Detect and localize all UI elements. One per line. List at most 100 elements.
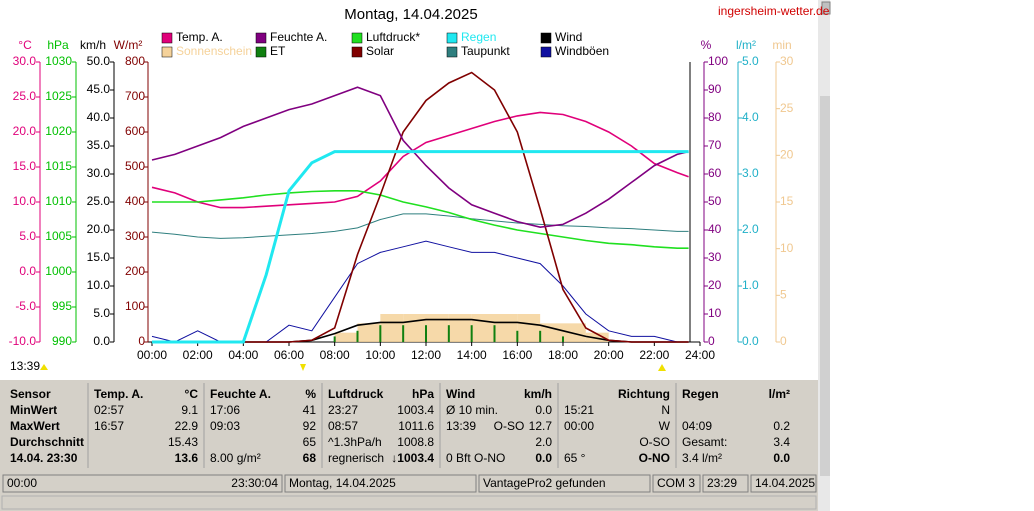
y-tick-label: 5.0 xyxy=(19,229,36,243)
series-line xyxy=(151,86,689,229)
y-tick-label: 200 xyxy=(125,264,145,278)
y-tick-label: -5.0 xyxy=(15,299,36,313)
y-tick-label: 25.0 xyxy=(13,89,37,103)
table-cell: hPa xyxy=(412,387,434,401)
y-tick-label: 995 xyxy=(52,299,72,313)
series-line xyxy=(152,150,689,344)
x-tick-label: 08:00 xyxy=(320,348,350,362)
table-cell: 22.9 xyxy=(175,419,199,433)
y-tick-label: 1010 xyxy=(45,194,72,208)
legend-swatch xyxy=(351,32,363,44)
table-cell: 14.04. 23:30 xyxy=(10,451,78,465)
sunshine-bar xyxy=(540,323,563,342)
site-link[interactable]: ingersheim-wetter.de xyxy=(718,4,830,18)
x-tick-label: 14:00 xyxy=(457,348,487,362)
table-cell: regnerisch xyxy=(328,451,384,465)
y-tick-label: 15.0 xyxy=(87,250,111,264)
legend-swatch xyxy=(161,32,173,44)
table-cell: 09:03 xyxy=(210,419,240,433)
table-cell: O-SO xyxy=(639,435,670,449)
y-tick-label: 40 xyxy=(708,222,722,236)
y-tick-label: 10 xyxy=(708,306,722,320)
y-tick-label: 5.0 xyxy=(742,54,759,68)
table-cell: Feuchte A. xyxy=(210,387,271,401)
y-tick-label: 20.0 xyxy=(87,222,111,236)
legend-label: Windböen xyxy=(555,44,609,58)
table-cell: °C xyxy=(185,387,199,401)
x-tick-label: 16:00 xyxy=(502,348,532,362)
sunshine-bar xyxy=(403,314,426,342)
sunshine-bar xyxy=(494,314,518,342)
y-tick-label: 70 xyxy=(708,138,722,152)
scrollbar[interactable] xyxy=(820,96,830,476)
legend-label: Temp. A. xyxy=(176,30,223,44)
event-marker xyxy=(658,364,666,371)
status-text: 00:00 xyxy=(7,476,37,490)
y-tick-label: 990 xyxy=(52,334,72,348)
y-tick-label: 10.0 xyxy=(13,194,37,208)
y-tick-label: 0.0 xyxy=(742,334,759,348)
sunshine-bar xyxy=(517,314,541,342)
table-cell: Richtung xyxy=(618,387,670,401)
y-tick-label: 100 xyxy=(125,299,145,313)
axis-unit: % xyxy=(701,38,712,52)
table-cell: MinWert xyxy=(10,403,57,417)
table-cell: 41 xyxy=(303,403,317,417)
sunshine-bar xyxy=(563,323,586,342)
axis-unit: hPa xyxy=(47,38,69,52)
legend-label: Wind xyxy=(555,30,582,44)
series-line xyxy=(152,190,689,249)
table-cell: Ø 10 min. xyxy=(446,403,498,417)
x-tick-label: 10:00 xyxy=(365,348,395,362)
table-cell: MaxWert xyxy=(10,419,60,433)
table-cell: Gesamt: xyxy=(682,435,727,449)
table-cell: 0.2 xyxy=(773,419,790,433)
window-button[interactable] xyxy=(821,1,831,15)
x-tick-label: 18:00 xyxy=(548,348,578,362)
y-tick-label: 30 xyxy=(708,250,722,264)
y-tick-label: 100 xyxy=(708,54,728,68)
status-cell xyxy=(702,474,749,493)
y-tick-label: 1.0 xyxy=(742,278,759,292)
y-tick-label: 20 xyxy=(708,278,722,292)
legend-swatch xyxy=(161,46,173,58)
table-cell: O-NO xyxy=(639,451,670,465)
table-cell: 9.1 xyxy=(181,403,198,417)
y-tick-label: 35.0 xyxy=(87,138,111,152)
status-cell xyxy=(284,474,477,493)
axis-unit: km/h xyxy=(80,38,106,52)
table-cell: 0 Bft O-NO xyxy=(446,451,505,465)
table-cell: 15:21 xyxy=(564,403,594,417)
legend-label: Sonnenschein xyxy=(176,44,252,58)
x-tick-label: 00:00 xyxy=(137,348,167,362)
legend-swatch xyxy=(351,46,363,58)
table-cell: 12.7 xyxy=(529,419,553,433)
status-text: VantagePro2 gefunden xyxy=(483,476,606,490)
table-cell: 1003.4 xyxy=(397,403,434,417)
y-tick-label: 20.0 xyxy=(13,124,37,138)
sunshine-bar xyxy=(426,314,449,342)
y-tick-label: 20 xyxy=(780,148,794,162)
sunshine-bar xyxy=(448,314,472,342)
legend-swatch xyxy=(446,46,458,58)
y-tick-label: 1005 xyxy=(45,229,72,243)
table-cell: 08:57 xyxy=(328,419,358,433)
y-tick-label: 50 xyxy=(708,194,722,208)
table-cell: Durchschnitt xyxy=(10,435,84,449)
table-cell: 1008.8 xyxy=(397,435,434,449)
y-tick-label: 60 xyxy=(708,166,722,180)
status-cell xyxy=(478,474,651,493)
y-tick-label: -10.0 xyxy=(9,334,37,348)
table-cell: Sensor xyxy=(10,387,51,401)
table-cell: 16:57 xyxy=(94,419,124,433)
table-cell: 15.43 xyxy=(168,435,198,449)
table-cell: Wind xyxy=(446,387,475,401)
cursor-time: 13:39 xyxy=(10,359,40,373)
table-cell: km/h xyxy=(524,387,552,401)
table-cell: 17:06 xyxy=(210,403,240,417)
table-cell: 0.0 xyxy=(535,403,552,417)
x-tick-label: 20:00 xyxy=(594,348,624,362)
table-cell: ↓1003.4 xyxy=(391,451,434,465)
y-tick-label: 30.0 xyxy=(87,166,111,180)
y-tick-label: 3.0 xyxy=(742,166,759,180)
